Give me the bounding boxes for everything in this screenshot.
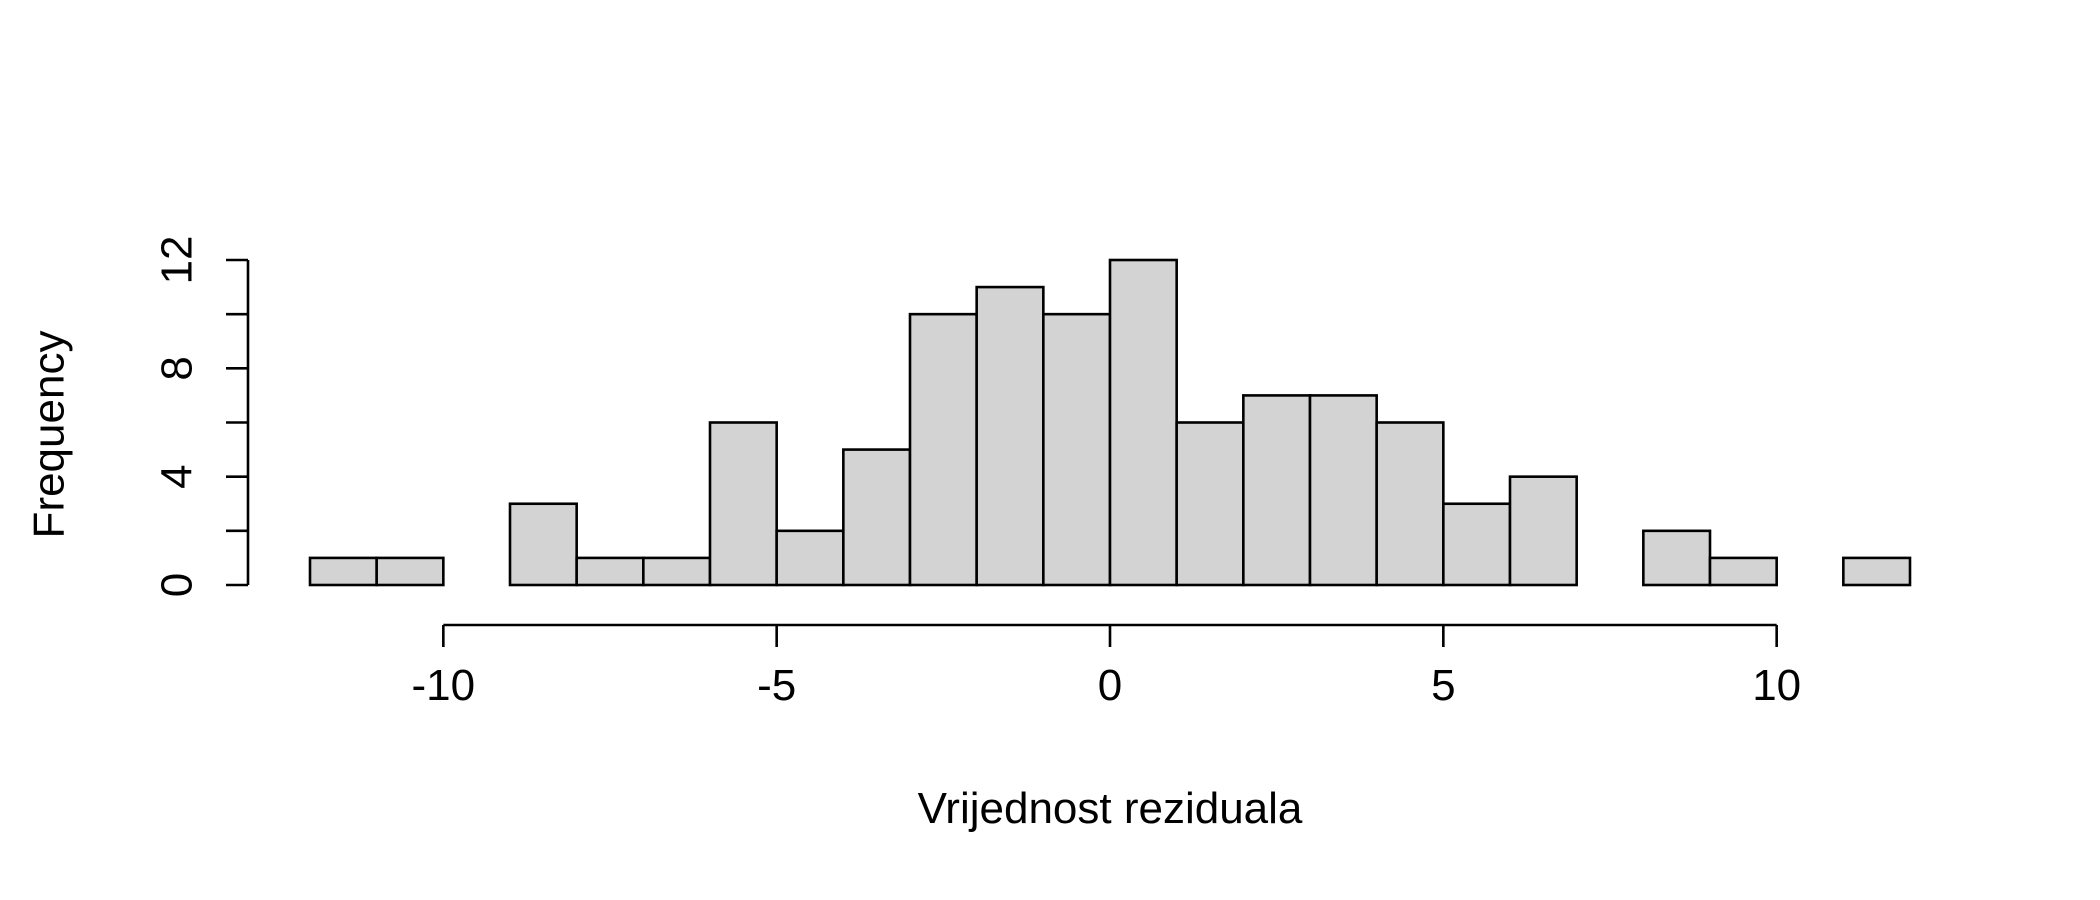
histogram-bar (1842, 556, 1912, 587)
histogram-bar (1642, 529, 1712, 587)
y-axis: 0 4 8 12 (153, 236, 250, 597)
histogram-bar (1175, 421, 1245, 587)
histogram-bar (575, 556, 645, 587)
histogram-bar (1375, 421, 1445, 587)
histogram-bar (708, 421, 778, 587)
histogram-bar (1108, 258, 1178, 587)
histogram-bar (1708, 556, 1778, 587)
x-tick-label: 5 (1431, 661, 1455, 710)
histogram-bar (1442, 502, 1512, 587)
histogram-bar (975, 285, 1045, 587)
histogram-bar (1242, 394, 1312, 587)
histogram-bar (908, 312, 978, 587)
y-tick-label: 12 (153, 236, 202, 285)
histogram-bar (1042, 312, 1112, 587)
histogram-bar (1308, 394, 1378, 587)
histogram-bars (308, 258, 1912, 587)
histogram-bar (1508, 475, 1578, 587)
x-axis: -10 -5 0 5 10 (412, 623, 1801, 710)
x-tick-label: -5 (757, 661, 796, 710)
histogram-bar (375, 556, 445, 587)
y-tick-label: 0 (153, 573, 202, 597)
x-tick-label: 10 (1752, 661, 1801, 710)
x-tick-label: -10 (412, 661, 476, 710)
histogram-bar (508, 502, 578, 587)
histogram-bar (642, 556, 712, 587)
histogram-bar (775, 529, 845, 587)
x-axis-title: Vrijednost reziduala (918, 784, 1303, 833)
y-axis-title: Frequency (25, 331, 74, 539)
histogram-bar (308, 556, 378, 587)
x-tick-label: 0 (1098, 661, 1122, 710)
y-tick-label: 4 (153, 464, 202, 488)
histogram-bar (842, 448, 912, 587)
y-tick-label: 8 (153, 356, 202, 380)
